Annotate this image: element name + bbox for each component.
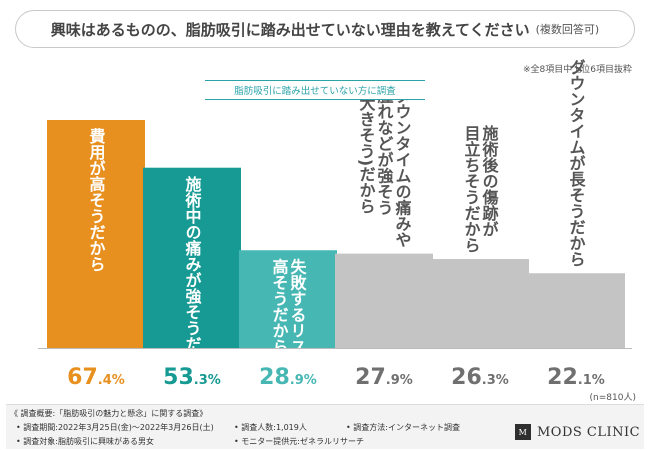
sample-size-note: (n=810人) [589,393,636,403]
survey-overview: 《 調査概要:「脂肪吸引の魅力と懸念」に関する調査》 [10,409,208,418]
value-label-3: 28.9% [259,365,317,390]
bar-label-6: ダウンタイムが長そうだから [567,58,586,267]
survey-people: • 調査人数:1,019人 [234,423,307,432]
bar-1 [47,120,145,348]
value-label-6: 22.1% [547,365,605,390]
extract-note: ※全8項目中上位6項目抜粋 [523,65,632,75]
survey-method: • 調査方法:インターネット調査 [346,423,460,432]
bar-label-line: 施術後の傷跡が [480,124,500,237]
logo-mark-icon: M [515,424,531,440]
bar-3 [239,250,337,348]
bar-label-line: 失敗するリスクが [288,257,307,386]
bar-label-line: 費用が高そうだから [87,127,106,272]
survey-period: • 調査期間:2022年3月25日(金)〜2022年3月26日(土) [16,423,214,432]
value-label-4: 27.9% [355,365,413,390]
value-label-5: 26.3% [451,365,509,390]
bar-label-1: 費用が高そうだから [87,127,106,272]
bar-label-line: 腫れなどが強そう [375,87,394,216]
bar-2 [143,167,241,348]
clinic-logo: M MODS CLINIC [515,424,640,440]
bar-label-line: (大きそう)だから [357,88,376,215]
value-label-1: 67.4% [67,365,125,390]
survey-target: • 調査対象:脂肪吸引に興味がある男女 [16,437,154,446]
survey-provider: • モニター提供元:ゼネラルリサーチ [234,437,364,446]
bar-4 [335,253,433,348]
chart-title: 興味はあるものの、脂肪吸引に踏み出せていない理由を教えてください (複数回答可) [15,10,635,48]
bar-label-line: 施術中の痛みが強そうだから [183,175,203,384]
bar-label-line: ダウンタイムの痛みや [393,87,413,248]
bar-label-2: 施術中の痛みが強そうだから [183,175,203,384]
bar-label-line: 高そうだから [270,257,289,354]
chart-title-text: 興味はあるものの、脂肪吸引に踏み出せていない理由を教えてください [50,20,530,39]
bar-label-line: 目立ちそうだから [462,125,481,253]
survey-footer: 《 調査概要:「脂肪吸引の魅力と懸念」に関する調査》 • 調査期間:2022年3… [6,404,644,449]
logo-text: MODS CLINIC [537,424,641,440]
bar-label-line: ダウンタイムが長そうだから [567,58,586,267]
bar-5 [431,259,529,348]
chart-title-note: (複数回答可) [535,23,600,36]
value-label-2: 53.3% [163,365,221,390]
chart-subtitle: 脂肪吸引に踏み出せていない方に調査 [205,80,425,100]
bar-6 [527,273,625,348]
